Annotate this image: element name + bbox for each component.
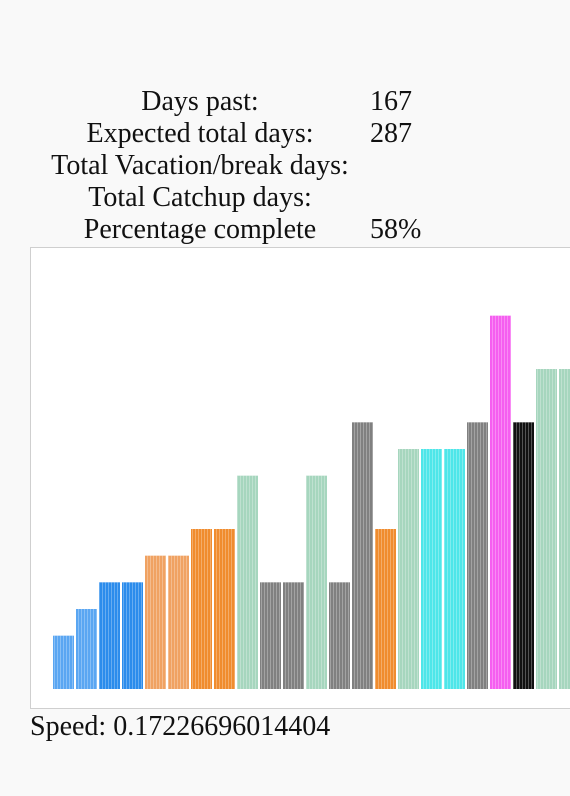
speed-readout: Speed: 0.17226696014404 xyxy=(30,711,331,742)
chart-bar-texture-3 xyxy=(99,582,120,689)
vacation-days-label: Total Vacation/break days: xyxy=(51,150,349,181)
chart-bar-texture-19 xyxy=(467,422,488,689)
chart-bar-texture-9 xyxy=(237,475,258,689)
stats-row-percentage: Percentage complete 58% xyxy=(30,214,422,246)
percentage-complete-value: 58% xyxy=(370,214,422,245)
chart-bar-texture-14 xyxy=(352,422,373,689)
stats-row-catchup: Total Catchup days: xyxy=(30,182,421,214)
chart-bar-texture-18 xyxy=(444,449,465,689)
chart-bar-texture-15 xyxy=(375,529,396,689)
stats-table: Days past: 167 Expected total days: 287 … xyxy=(30,86,421,246)
chart-bar-texture-2 xyxy=(76,609,97,689)
stats-row-vacation: Total Vacation/break days: xyxy=(30,150,421,182)
stats-row-days-past: Days past: 167 xyxy=(30,86,421,118)
chart-bar-texture-6 xyxy=(168,555,189,689)
chart-bar-texture-10 xyxy=(260,582,281,689)
chart-bar-texture-23 xyxy=(559,369,570,689)
percentage-complete-label: Percentage complete xyxy=(83,214,317,245)
vacation-days-value xyxy=(370,150,421,182)
chart-bar-texture-12 xyxy=(306,475,327,689)
chart-bar-texture-1 xyxy=(53,635,74,689)
days-past-label: Days past: xyxy=(141,86,259,117)
chart-bar-texture-11 xyxy=(283,582,304,689)
catchup-days-value xyxy=(370,182,421,214)
chart-bar-texture-13 xyxy=(329,582,350,689)
chart-bar-texture-5 xyxy=(145,555,166,689)
chart-bar-texture-22 xyxy=(536,369,557,689)
chart-bar-texture-16 xyxy=(398,449,419,689)
chart-bar-texture-21 xyxy=(513,422,534,689)
progress-chart xyxy=(30,247,570,709)
expected-total-days-value: 287 xyxy=(370,118,412,149)
days-past-value: 167 xyxy=(370,86,412,117)
expected-total-days-label: Expected total days: xyxy=(86,118,314,149)
catchup-days-label: Total Catchup days: xyxy=(88,182,312,213)
bars-layer xyxy=(53,315,570,689)
chart-bar-texture-7 xyxy=(191,529,212,689)
chart-bar-texture-20 xyxy=(490,315,511,689)
chart-bar-texture-8 xyxy=(214,529,235,689)
chart-bar-texture-17 xyxy=(421,449,442,689)
chart-bar-texture-4 xyxy=(122,582,143,689)
progress-chart-svg xyxy=(53,315,570,689)
stats-row-expected-total: Expected total days: 287 xyxy=(30,118,421,150)
